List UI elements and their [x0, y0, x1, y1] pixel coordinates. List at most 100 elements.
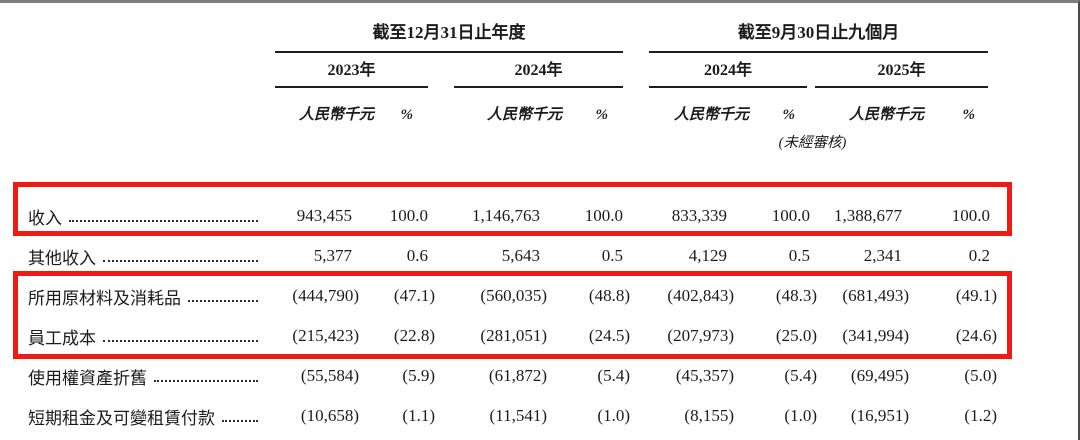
- cell-value: (55,584): [300, 366, 359, 385]
- row-label: 短期租金及可變租賃付款: [18, 396, 260, 436]
- cell-value: 100.0: [951, 206, 990, 225]
- cell-value: (402,843): [667, 286, 734, 305]
- row-label: 其他收入: [18, 236, 260, 276]
- cell-value: (5.0): [964, 366, 997, 385]
- dot-leader: [154, 380, 258, 382]
- cell-value: (48.8): [588, 286, 630, 305]
- unit-percent: %: [595, 107, 609, 123]
- period-group-row: 截至12月31日止年度 截至9月30日止九個月: [18, 15, 990, 53]
- year-2024-annual-label: 2024年: [514, 62, 563, 79]
- period-group-nine-months: 截至9月30日止九個月: [623, 15, 990, 53]
- dot-leader: [222, 420, 258, 422]
- cell-value: (48.3): [775, 286, 817, 305]
- period-group-annual-title: 截至12月31日止年度: [372, 23, 526, 42]
- cell-value: (61,872): [488, 366, 547, 385]
- period-group-nine-months-title: 截至9月30日止九個月: [737, 23, 900, 42]
- cell-value: 0.2: [968, 246, 990, 265]
- unit-rmb-thousand: 人民幣千元: [848, 107, 924, 123]
- cell-value: (8,155): [684, 406, 734, 425]
- cell-value: (5.4): [784, 366, 817, 385]
- unit-header-row: 人民幣千元 % 人民幣千元 % 人民幣千元 % 人民幣千元 %: [18, 88, 990, 124]
- dot-leader: [188, 300, 258, 302]
- table-row: 其他收入 5,377 0.6 5,643 0.5 4,129 0.5 2,341 0.2: [18, 236, 990, 276]
- year-underline: [275, 86, 428, 88]
- row-label: 使用權資產折舊: [18, 356, 260, 396]
- cell-value: 100.0: [389, 206, 428, 225]
- cell-value: 2,341: [863, 246, 902, 265]
- cell-value: (1.1): [402, 406, 435, 425]
- cell-value: 1,388,677: [834, 206, 902, 225]
- cell-value: (207,973): [667, 326, 734, 345]
- unit-rmb-thousand: 人民幣千元: [298, 107, 374, 123]
- group-underline: [275, 51, 623, 53]
- cell-value: (5.4): [597, 366, 630, 385]
- unaudited-note-row: (未經審核): [18, 124, 990, 152]
- note-spacer: [18, 124, 623, 152]
- group-underline: [649, 51, 988, 53]
- financial-table: 截至12月31日止年度 截至9月30日止九個月 2023年: [18, 15, 997, 436]
- cell-value: (5.9): [402, 366, 435, 385]
- year-2025: 2025年: [810, 53, 990, 88]
- cell-value: (11,541): [489, 406, 547, 425]
- cell-value: 1,146,763: [472, 206, 540, 225]
- label-column-spacer: [18, 53, 260, 88]
- unaudited-note: (未經審核): [778, 135, 847, 151]
- highlight-box-costs: [13, 271, 1012, 359]
- cell-value: (341,994): [842, 326, 909, 345]
- cell-value: (45,357): [675, 366, 734, 385]
- cell-value: 0.5: [601, 246, 623, 265]
- year-2024-nine-months: 2024年: [623, 53, 810, 88]
- cell-value: (1.0): [597, 406, 630, 425]
- cell-value: (69,495): [850, 366, 909, 385]
- cell-value: (215,423): [292, 326, 359, 345]
- table-row: 收入 943,455 100.0 1,146,763 100.0 833,339 100.0…: [18, 196, 990, 236]
- year-2023-label: 2023年: [327, 62, 376, 79]
- year-underline: [454, 86, 623, 88]
- year-underline: [815, 86, 988, 88]
- cell-value: (681,493): [842, 286, 909, 305]
- cell-value: (49.1): [955, 286, 997, 305]
- cell-value: (16,951): [850, 406, 909, 425]
- dot-leader: [103, 260, 258, 262]
- unit-rmb-thousand: 人民幣千元: [486, 107, 562, 123]
- unit-percent: %: [782, 107, 796, 123]
- dot-leader: [103, 340, 258, 342]
- year-2023: 2023年: [260, 53, 428, 88]
- table-row: 使用權資產折舊 (55,584) (5.9) (61,872) (5.4) (45,357…: [18, 356, 997, 396]
- period-group-annual: 截至12月31日止年度: [260, 15, 623, 53]
- year-2024-nine-months-label: 2024年: [703, 62, 752, 79]
- row-label: 收入: [18, 196, 260, 236]
- cell-value: (24.5): [588, 326, 630, 345]
- cell-value: (25.0): [775, 326, 817, 345]
- cell-value: 943,455: [296, 206, 352, 225]
- cell-value: (444,790): [292, 286, 359, 305]
- cell-value: (1.2): [964, 406, 997, 425]
- label-column-spacer: [18, 88, 260, 124]
- row-label: 所用原材料及消耗品: [18, 276, 260, 316]
- cell-value: (560,035): [480, 286, 547, 305]
- cell-value: 0.5: [788, 246, 810, 265]
- label-column-spacer: [18, 15, 260, 53]
- cell-value: 100.0: [584, 206, 623, 225]
- cell-value: 100.0: [771, 206, 810, 225]
- cell-value: (22.8): [393, 326, 435, 345]
- cell-value: 0.6: [406, 246, 428, 265]
- cell-value: 5,377: [313, 246, 352, 265]
- table-header: 截至12月31日止年度 截至9月30日止九個月 2023年: [18, 15, 990, 196]
- table-row: 員工成本 (215,423) (22.8) (281,051) (24.5) (207,9…: [18, 316, 997, 356]
- cell-value: (47.1): [393, 286, 435, 305]
- table-row: 所用原材料及消耗品 (444,790) (47.1) (560,035) (48.8) (…: [18, 276, 997, 316]
- dot-leader: [69, 220, 258, 222]
- year-header-row: 2023年 2024年 2024年: [18, 53, 990, 88]
- year-2024-annual: 2024年: [428, 53, 623, 88]
- cell-value: 5,643: [501, 246, 540, 265]
- cell-value: (10,658): [300, 406, 359, 425]
- unit-percent: %: [400, 107, 414, 123]
- table-row: 短期租金及可變租賃付款 (10,658) (1.1) (11,541) (1.0) (8,…: [18, 396, 997, 436]
- unit-percent: %: [962, 107, 976, 123]
- row-label: 員工成本: [18, 316, 260, 356]
- table-body: 收入 943,455 100.0 1,146,763 100.0 833,339 100.0…: [18, 196, 997, 436]
- year-2025-label: 2025年: [877, 62, 926, 79]
- cell-value: (281,051): [480, 326, 547, 345]
